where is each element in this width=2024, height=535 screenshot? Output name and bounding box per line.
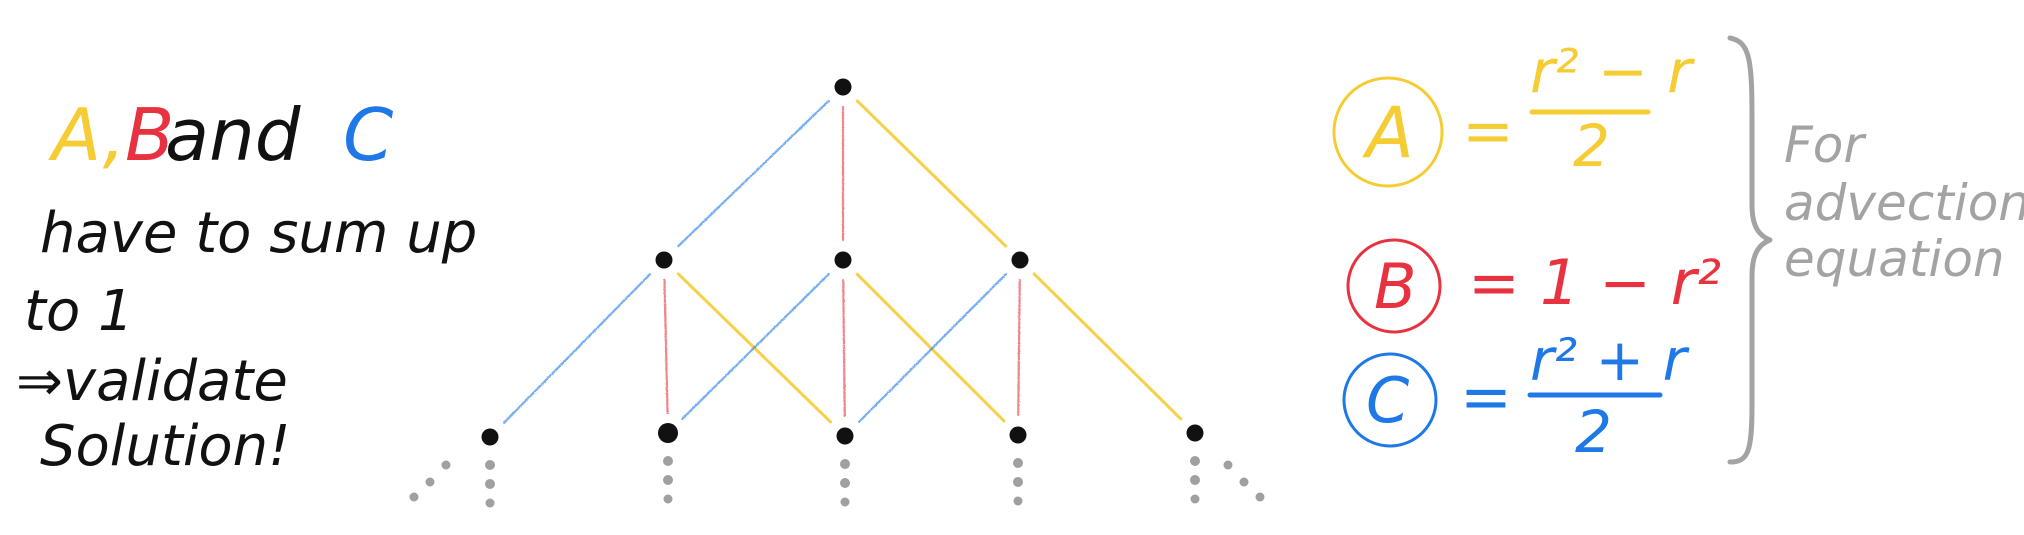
continuation-dot: [1013, 477, 1023, 487]
tree-node: [1186, 424, 1204, 442]
right-brace-icon: [1727, 35, 1773, 465]
formula-a-letter: A: [1362, 92, 1414, 174]
note-line-2: have to sum up: [40, 201, 477, 266]
edge-a: [855, 99, 1008, 248]
formula-b: B = 1 − r²: [1346, 238, 1721, 334]
tree-node: [658, 423, 678, 443]
edge-c: [502, 273, 652, 424]
formula-a: A = r² − r 2: [1332, 37, 1695, 188]
continuation-dot: [1013, 496, 1023, 506]
formula-c-equals: =: [1460, 360, 1512, 433]
continuation-dot: [485, 460, 495, 470]
continuation-dot: [485, 479, 495, 489]
tree-node: [834, 78, 852, 96]
continuation-dot: [840, 478, 850, 488]
tree-nodes: [481, 78, 1204, 446]
note-line-3: to 1: [24, 279, 134, 344]
bracket-note: For advection equation: [1784, 116, 2024, 288]
formula-a-numerator: r² − r: [1530, 37, 1695, 107]
continuation-dot: [485, 498, 495, 508]
formula-c-numerator: r² + r: [1530, 326, 1690, 394]
tree-node: [834, 251, 852, 269]
edge-a: [1032, 272, 1183, 421]
label-and: and: [165, 93, 323, 177]
formula-c-denominator: 2: [1575, 398, 1612, 466]
tree-node: [836, 427, 854, 445]
formula-b-equals: =: [1468, 246, 1520, 319]
continuation-dot: [1239, 477, 1249, 487]
continuation-dot: [840, 459, 850, 469]
continuation-dot: [441, 460, 451, 470]
edge-a: [855, 272, 1006, 423]
bracket-note-line-3: equation: [1784, 230, 2005, 288]
continuation-dot: [663, 494, 673, 504]
circle-b-icon: [1346, 238, 1442, 334]
circle-c-icon: [1342, 352, 1438, 448]
continuation-dot: [1190, 456, 1200, 466]
edge-b: [842, 278, 846, 418]
tree-node: [655, 251, 673, 269]
continuation-dot: [663, 475, 673, 485]
note-line-4: ⇒validate: [16, 349, 288, 414]
continuation-dot: [663, 456, 673, 466]
circle-a-icon: [1332, 76, 1444, 188]
formula-a-equals: =: [1462, 94, 1514, 167]
label-a-inline: A,: [48, 93, 125, 177]
label-c-inline: C: [343, 93, 394, 177]
formula-b-letter: B: [1374, 250, 1417, 323]
continuation-dot: [425, 477, 435, 487]
continuation-dot: [1190, 475, 1200, 485]
formula-b-expression: 1 − r²: [1540, 246, 1721, 319]
continuation-dot: [1223, 460, 1233, 470]
tree-node: [1011, 251, 1029, 269]
note-line-5: Solution!: [40, 414, 291, 479]
continuation-dot: [1255, 492, 1265, 502]
edge-b: [1017, 278, 1021, 417]
tree-edges: [502, 99, 1183, 424]
svg-text:A, B and C: A, B and C: [48, 93, 394, 177]
tree-node: [1009, 426, 1027, 444]
bracket-note-line-2: advection: [1784, 174, 2024, 232]
continuation-dot: [409, 492, 419, 502]
edge-c: [677, 99, 830, 248]
tree-continuation-dots: [409, 456, 1265, 508]
formula-c: C = r² + r 2: [1342, 326, 1690, 466]
bracket-note-line-1: For: [1784, 116, 1867, 174]
formula-a-denominator: 2: [1573, 112, 1610, 180]
continuation-dot: [1013, 458, 1023, 468]
edge-c: [681, 272, 830, 421]
edge-b: [663, 278, 669, 415]
tree-node: [481, 428, 499, 446]
edge-c: [858, 273, 1007, 423]
continuation-dot: [840, 497, 850, 507]
left-note: A, B and C have to sum up to 1 ⇒validate…: [16, 93, 477, 479]
formula-c-letter: C: [1366, 364, 1410, 437]
continuation-dot: [1190, 494, 1200, 504]
label-b-inline: B: [125, 93, 174, 177]
